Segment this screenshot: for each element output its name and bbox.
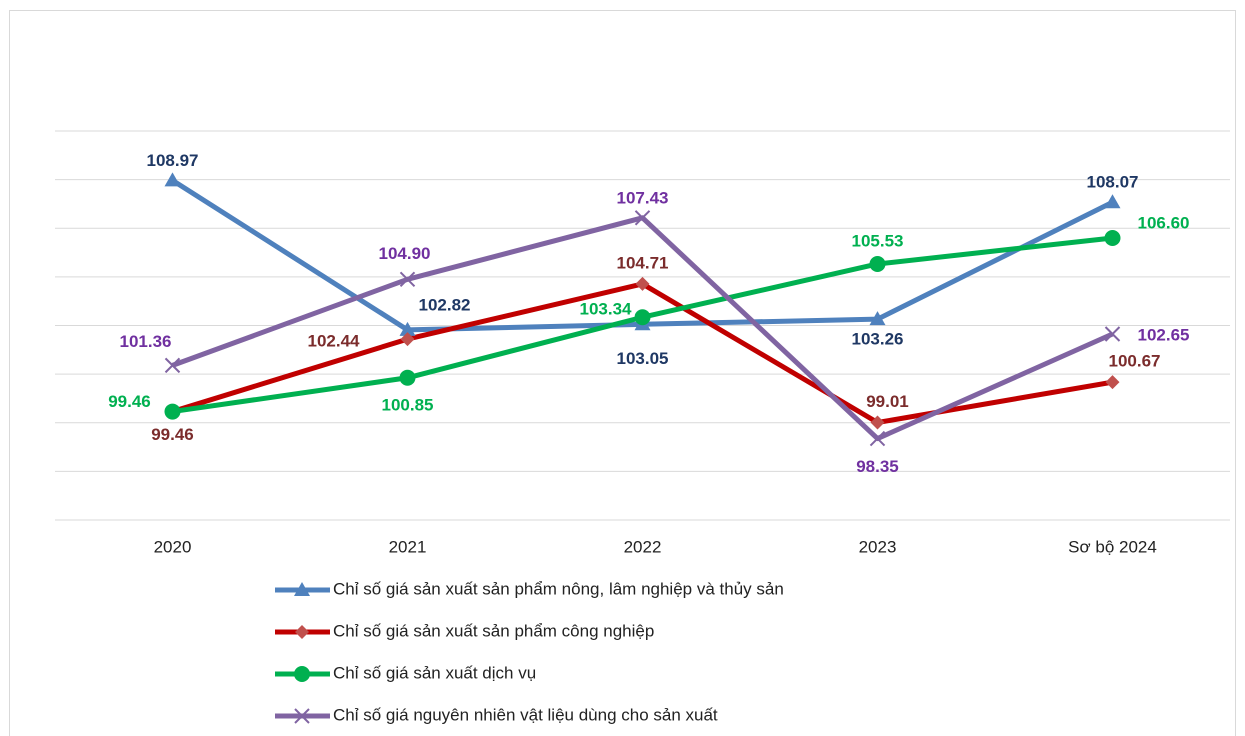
marker — [164, 172, 181, 187]
marker — [869, 311, 886, 326]
data-label: 98.35 — [856, 457, 899, 476]
marker — [294, 708, 310, 724]
marker — [294, 582, 310, 596]
data-label: 108.07 — [1087, 173, 1139, 192]
x-tick-label: 2021 — [389, 537, 427, 556]
marker — [1105, 375, 1120, 390]
marker — [294, 666, 310, 682]
data-label: 101.36 — [120, 332, 172, 351]
data-label: 102.65 — [1138, 325, 1190, 344]
data-label: 99.46 — [151, 425, 194, 444]
data-label: 99.01 — [866, 392, 909, 411]
data-label: 99.46 — [108, 392, 151, 411]
marker — [634, 210, 651, 226]
legend-label: Chỉ số giá nguyên nhiên vật liệu dùng ch… — [333, 705, 718, 724]
x-tick-label: 2023 — [859, 537, 897, 556]
marker — [869, 430, 886, 447]
x-tick-label: 2020 — [154, 537, 192, 556]
chart-frame — [9, 10, 1236, 736]
data-label: 103.05 — [617, 349, 669, 368]
marker — [295, 625, 309, 639]
data-label: 107.43 — [617, 188, 669, 207]
marker — [399, 321, 416, 336]
marker — [869, 255, 886, 272]
marker — [634, 309, 651, 326]
marker — [399, 271, 416, 288]
data-label: 100.85 — [382, 395, 434, 414]
data-label: 108.97 — [147, 151, 199, 170]
legend-label: Chỉ số giá sản xuất dịch vụ — [333, 663, 536, 682]
legend-label: Chỉ số giá sản xuất sản phẩm nông, lâm n… — [333, 579, 784, 598]
marker — [870, 415, 885, 430]
data-label: 102.82 — [419, 295, 471, 314]
x-tick-label: Sơ bộ 2024 — [1068, 537, 1157, 556]
x-tick-label: 2022 — [624, 537, 662, 556]
data-label: 103.26 — [852, 330, 904, 349]
data-label: 102.44 — [308, 332, 361, 351]
marker — [635, 276, 650, 291]
data-label: 103.34 — [580, 300, 633, 319]
data-label: 106.60 — [1138, 213, 1190, 232]
data-label: 105.53 — [852, 231, 904, 250]
marker — [399, 369, 416, 386]
marker — [164, 357, 181, 374]
data-label: 104.90 — [379, 244, 431, 263]
data-label: 100.67 — [1109, 352, 1161, 371]
marker — [1104, 229, 1121, 246]
marker — [1104, 326, 1121, 342]
marker — [400, 332, 415, 347]
marker — [1104, 194, 1121, 209]
legend-label: Chỉ số giá sản xuất sản phẩm công nghiệp — [333, 621, 654, 640]
marker — [164, 403, 181, 420]
data-label: 104.71 — [617, 253, 669, 272]
